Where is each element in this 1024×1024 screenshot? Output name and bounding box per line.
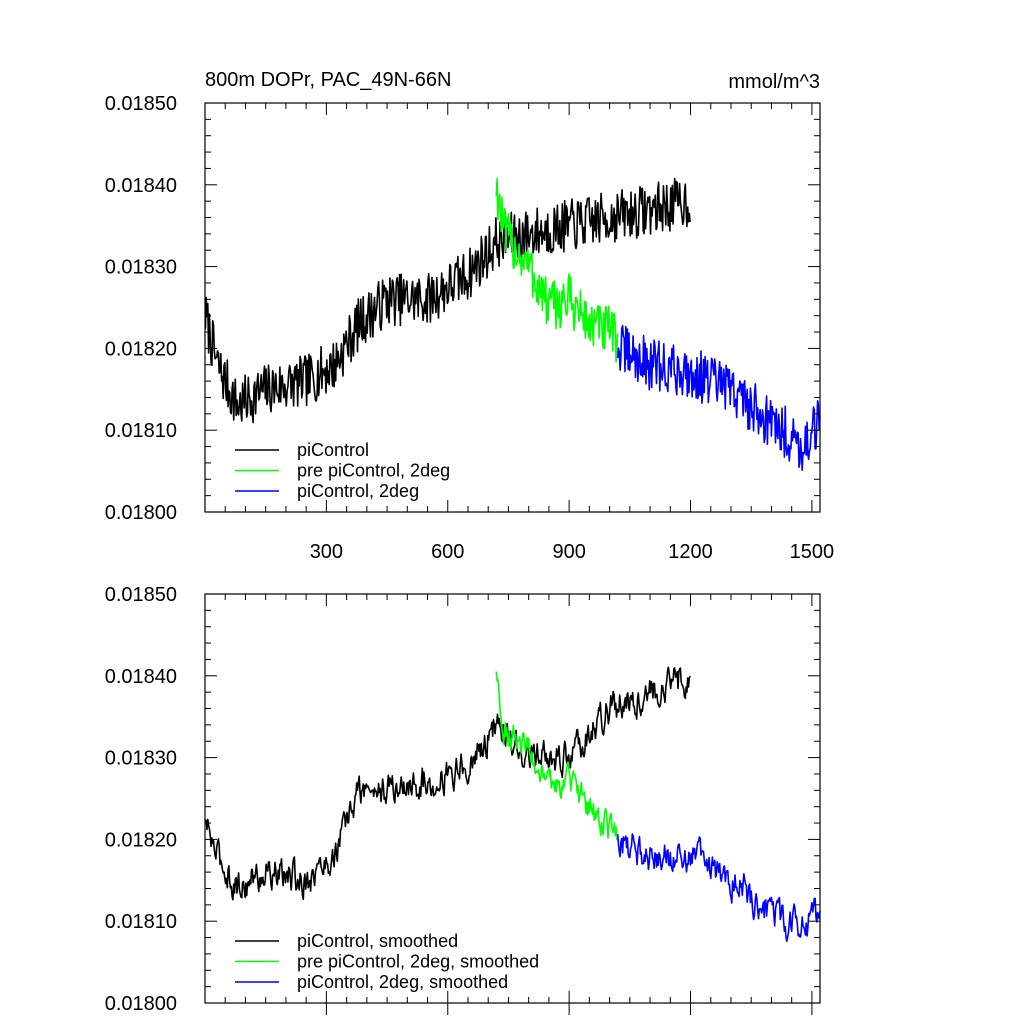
series-line-3	[616, 833, 821, 942]
plot-frame	[204, 102, 821, 513]
series-line-2	[495, 671, 619, 841]
legend-label-2: pre piControl, 2deg	[297, 461, 450, 481]
y-tick-label: 0.01820	[105, 338, 177, 360]
units-label: mmol/m^3	[728, 71, 820, 93]
series-line-3	[616, 324, 821, 471]
bottom-panel: 0.01800 0.01810 0.01820 0.01830 0.01840 0.018…	[105, 584, 821, 1015]
y-tick-label: 0.01800	[105, 502, 177, 524]
legend-label-1: piControl	[297, 440, 369, 460]
plot-frame	[204, 593, 821, 1004]
series-line-1	[204, 177, 691, 424]
x-tick-label: 600	[431, 541, 464, 563]
series-group	[204, 177, 821, 471]
legend-label-3: piControl, 2deg	[297, 481, 419, 501]
y-tick-label: 0.01840	[105, 666, 177, 688]
legend-label-2: pre piControl, 2deg, smoothed	[297, 952, 539, 972]
y-tick-label: 0.01840	[105, 175, 177, 197]
y-tick-label: 0.01810	[105, 911, 177, 933]
y-tick-label: 0.01820	[105, 829, 177, 851]
y-tick-label: 0.01850	[105, 93, 177, 115]
y-tick-label: 0.01800	[105, 993, 177, 1015]
x-tick-label: 900	[552, 541, 585, 563]
series-group	[204, 666, 821, 942]
x-tick-label: 300	[310, 541, 343, 563]
legend-label-1: piControl, smoothed	[297, 931, 458, 951]
y-tick-label: 0.01810	[105, 420, 177, 442]
series-line-1	[204, 666, 691, 901]
chart-title: 800m DOPr, PAC_49N-66N	[205, 69, 451, 91]
y-tick-label: 0.01830	[105, 257, 177, 279]
y-tick-label: 0.01850	[105, 584, 177, 606]
legend-label-3: piControl, 2deg, smoothed	[297, 972, 508, 992]
series-line-2	[495, 177, 619, 363]
x-tick-label: 1200	[668, 541, 713, 563]
x-tick-label: 1500	[790, 541, 835, 563]
y-tick-label: 0.01830	[105, 748, 177, 770]
top-panel: 0.01800 0.01810 0.01820 0.01830 0.01840 0.018…	[105, 93, 834, 563]
